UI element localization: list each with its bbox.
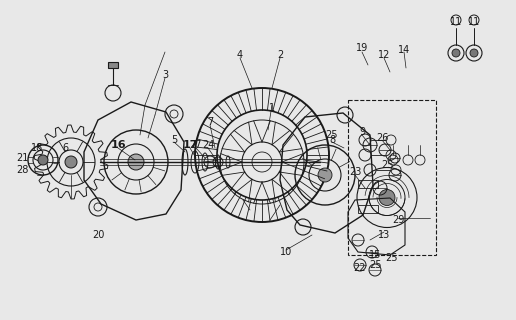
Text: 25: 25 <box>369 260 381 270</box>
Text: 11: 11 <box>468 17 480 27</box>
Bar <box>358 205 378 213</box>
Text: 18: 18 <box>31 143 43 153</box>
Circle shape <box>318 168 332 182</box>
Text: 13: 13 <box>378 230 390 240</box>
Text: 11: 11 <box>450 17 462 27</box>
Text: 7: 7 <box>207 117 213 127</box>
Bar <box>348 100 436 255</box>
Text: 15: 15 <box>369 250 381 260</box>
Text: 26: 26 <box>376 133 388 143</box>
Text: 25: 25 <box>386 253 398 263</box>
Circle shape <box>65 156 77 168</box>
Text: 9: 9 <box>359 127 365 137</box>
Circle shape <box>38 155 48 165</box>
Text: 28: 28 <box>16 165 28 175</box>
Circle shape <box>379 189 395 205</box>
Circle shape <box>470 49 478 57</box>
Text: 23: 23 <box>349 167 361 177</box>
Circle shape <box>452 49 460 57</box>
Bar <box>358 180 378 188</box>
Text: 17: 17 <box>182 140 198 150</box>
Text: 2: 2 <box>277 50 283 60</box>
Text: 6: 6 <box>62 143 68 153</box>
Circle shape <box>128 154 144 170</box>
Text: 1: 1 <box>269 103 275 113</box>
Text: 22: 22 <box>354 263 366 273</box>
Text: 10: 10 <box>280 247 292 257</box>
Text: 27: 27 <box>190 140 202 150</box>
Text: 14: 14 <box>398 45 410 55</box>
Text: 5: 5 <box>171 135 177 145</box>
Text: 3: 3 <box>162 70 168 80</box>
Text: 25: 25 <box>326 130 338 140</box>
Text: 21: 21 <box>16 153 28 163</box>
Text: 19: 19 <box>356 43 368 53</box>
Text: 12: 12 <box>378 50 390 60</box>
Text: 4: 4 <box>237 50 243 60</box>
Text: 8: 8 <box>329 135 335 145</box>
Text: 20: 20 <box>92 230 104 240</box>
Polygon shape <box>108 62 118 68</box>
Text: 25: 25 <box>382 160 394 170</box>
Text: 16: 16 <box>110 140 126 150</box>
Text: 24: 24 <box>202 140 214 150</box>
Text: 29: 29 <box>392 215 404 225</box>
